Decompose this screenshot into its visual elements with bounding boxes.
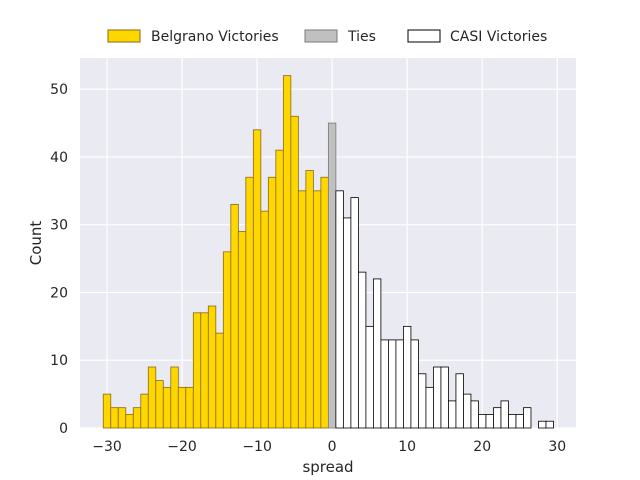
histogram-bar (357, 271, 367, 429)
y-tick-label: 50 (50, 82, 68, 98)
histogram-bar (200, 312, 209, 429)
histogram-bar (365, 325, 374, 429)
x-tick-label: 0 (328, 439, 337, 455)
y-tick-label: 0 (59, 421, 68, 437)
histogram-bar (500, 400, 509, 429)
y-tick-labels: 0 10 20 30 40 50 (50, 82, 68, 437)
x-tick-label: 20 (473, 439, 491, 455)
x-tick-label: −30 (92, 439, 122, 455)
histogram-bar (185, 386, 194, 429)
histogram-bar (297, 190, 307, 429)
histogram-bar (538, 420, 547, 429)
histogram-bar (207, 305, 217, 429)
histogram-bar (350, 197, 359, 429)
histogram-bar (237, 231, 247, 429)
histogram-bar (410, 339, 419, 429)
histogram-bar (275, 149, 284, 429)
histogram-bar (155, 380, 164, 429)
histogram-bar (312, 190, 322, 429)
x-tick-label: 30 (548, 439, 566, 455)
histogram-bar (162, 386, 172, 429)
histogram-bar (170, 366, 179, 429)
histogram-bar (523, 407, 532, 429)
histogram-bar (478, 414, 487, 429)
histogram-bar (192, 312, 202, 429)
histogram-bar (305, 170, 314, 429)
histogram-bar (515, 414, 524, 429)
histogram-bar (508, 414, 517, 429)
y-tick-label: 30 (50, 218, 68, 234)
histogram-bar (140, 393, 149, 429)
histogram-bar (440, 366, 449, 429)
histogram-bar (470, 400, 479, 429)
legend-swatch (107, 29, 141, 43)
bars (102, 75, 554, 429)
histogram-bar (267, 176, 277, 429)
histogram-bar (388, 339, 397, 429)
histogram-bar (102, 393, 112, 429)
y-tick-label: 40 (50, 150, 68, 166)
histogram-bar (418, 373, 427, 429)
y-tick-label: 20 (50, 285, 68, 301)
legend-swatch (407, 29, 441, 43)
histogram-bar (282, 75, 292, 429)
histogram-bar (463, 393, 472, 429)
histogram-bar (403, 325, 412, 429)
histogram-bar (448, 400, 457, 429)
histogram-bar (252, 129, 262, 429)
x-tick-label: −20 (167, 439, 197, 455)
histogram-bar (222, 251, 232, 429)
histogram-bar (493, 407, 502, 429)
legend: Belgrano Victories Ties CASI Victories (107, 29, 547, 45)
x-tick-label: −10 (242, 439, 272, 455)
histogram-bar (380, 339, 389, 429)
histogram-bar (132, 407, 142, 429)
x-axis-label: spread (302, 458, 353, 476)
histogram-bar (125, 414, 134, 429)
x-tick-label: 10 (398, 439, 416, 455)
histogram-bar (215, 332, 224, 429)
y-tick-label: 10 (50, 353, 68, 369)
histogram-bar (335, 190, 344, 429)
legend-label: Ties (347, 29, 376, 45)
histogram-bar (260, 210, 269, 429)
legend-swatch (304, 29, 338, 43)
histogram-bar (320, 176, 329, 429)
histogram-bar (290, 115, 299, 429)
histogram-bar (545, 420, 554, 429)
legend-label: Belgrano Victories (151, 29, 279, 45)
histogram-bar (372, 278, 382, 429)
histogram-bar (245, 176, 254, 429)
histogram-bar (230, 203, 239, 429)
histogram-bar (147, 366, 157, 429)
histogram-bar (177, 386, 187, 429)
histogram-bar (485, 414, 494, 429)
histogram-bar (117, 407, 127, 429)
histogram-bar (395, 339, 404, 429)
histogram-bar (455, 373, 464, 429)
histogram-bar (327, 122, 337, 429)
x-tick-labels: −30 −20 −10 0 10 20 30 (92, 439, 566, 455)
histogram-bar (425, 386, 434, 429)
histogram-bar (342, 217, 352, 429)
y-axis-label: Count (27, 221, 45, 266)
legend-label: CASI Victories (450, 29, 547, 45)
histogram-bar (433, 366, 442, 429)
histogram-bar (110, 407, 119, 429)
